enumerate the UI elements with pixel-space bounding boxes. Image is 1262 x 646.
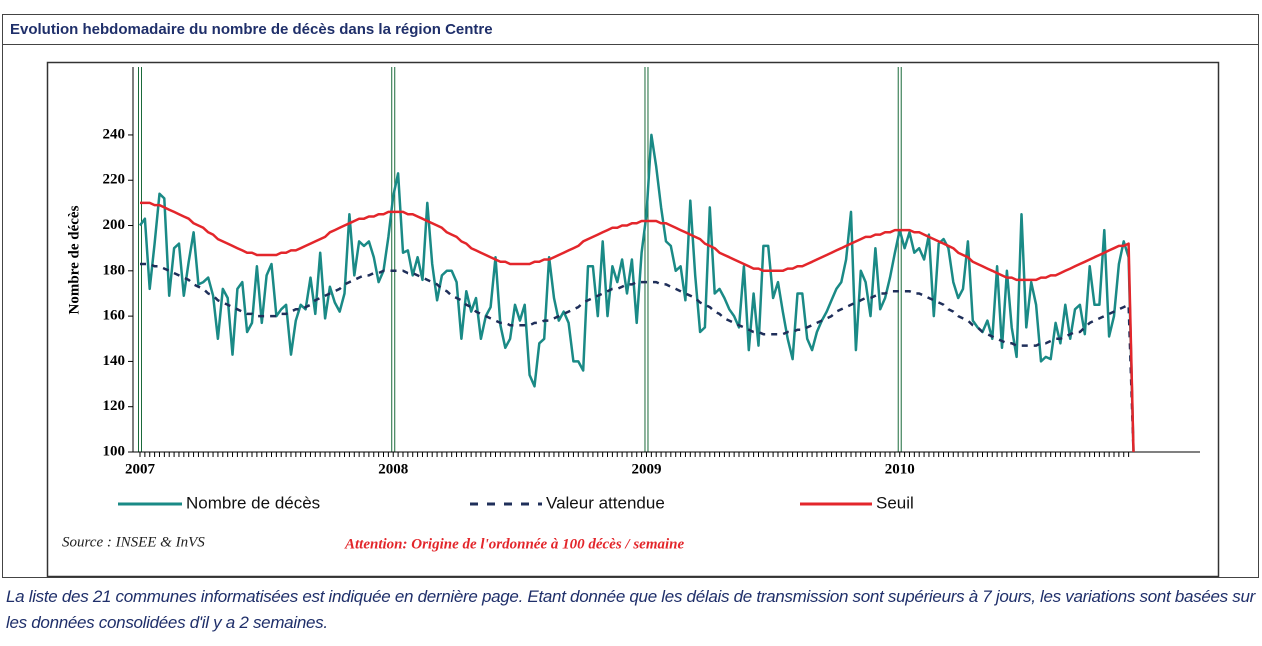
y-tick-label: 220 <box>103 172 126 188</box>
y-tick-label: 200 <box>103 217 126 233</box>
legend-label: Seuil <box>876 493 914 512</box>
y-tick-label: 160 <box>103 308 126 324</box>
y-tick-label: 240 <box>103 126 126 142</box>
series-line <box>140 201 1135 453</box>
outer-frame <box>2 14 1259 578</box>
note: Attention: Origine de l'ordonnée à 100 d… <box>344 536 684 552</box>
series-line <box>140 262 1135 453</box>
series-line <box>138 133 1135 453</box>
x-tick-label: 2008 <box>378 461 408 477</box>
x-tick-label: 2007 <box>125 461 156 477</box>
legend-label: Nombre de décès <box>186 493 320 512</box>
y-axis-label: Nombre de décès <box>66 205 82 314</box>
chart: Evolution hebdomadaire du nombre de décè… <box>2 14 1259 578</box>
x-tick-label: 2010 <box>885 461 915 477</box>
y-tick-label: 100 <box>103 443 126 459</box>
source: Source : INSEE & InVS <box>62 534 205 550</box>
x-tick-label: 2009 <box>631 461 661 477</box>
y-tick-label: 120 <box>103 398 126 414</box>
chart-frame <box>46 61 1220 578</box>
header-title: Evolution hebdomadaire du nombre de décè… <box>10 21 493 38</box>
y-tick-label: 140 <box>103 353 126 369</box>
legend-label: Valeur attendue <box>546 493 665 512</box>
footer-note: La liste des 21 communes informatisées e… <box>6 587 1256 632</box>
y-tick-label: 180 <box>103 262 126 278</box>
